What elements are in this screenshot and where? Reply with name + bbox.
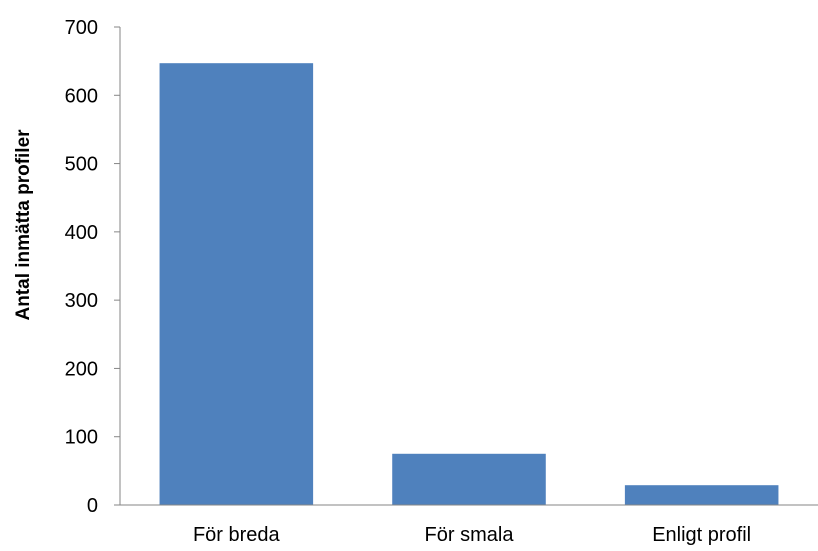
bar xyxy=(392,453,546,505)
x-category-label: Enligt profil xyxy=(652,524,751,546)
y-tick-label: 100 xyxy=(65,427,98,449)
y-axis-ticks: 0 100 200 300 400 500 600 700 xyxy=(65,17,120,517)
y-tick-label: 0 xyxy=(87,495,98,517)
y-tick-label: 400 xyxy=(65,222,98,244)
x-category-label: För breda xyxy=(193,524,281,546)
bar xyxy=(624,485,779,505)
y-tick-label: 300 xyxy=(65,290,98,312)
y-tick-label: 600 xyxy=(65,85,98,107)
x-category-label: För smala xyxy=(425,524,515,546)
y-tick-label: 200 xyxy=(65,358,98,380)
bar xyxy=(159,63,314,505)
y-tick-label: 500 xyxy=(65,154,98,176)
y-axis-title: Antal inmätta profiler xyxy=(13,129,34,321)
x-axis-labels: För breda För smala Enligt profil xyxy=(193,524,751,546)
bars xyxy=(159,63,779,505)
y-tick-label: 700 xyxy=(65,17,98,39)
